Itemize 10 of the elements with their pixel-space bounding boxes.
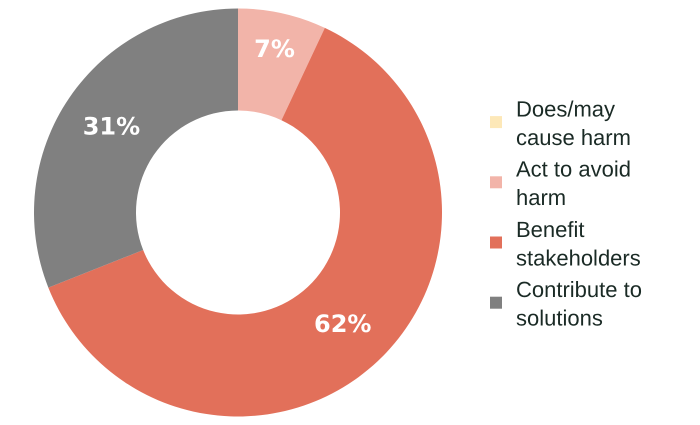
donut-slice (48, 28, 442, 416)
legend-label: Does/may cause harm (516, 96, 631, 150)
data-label: 7% (254, 35, 295, 64)
donut-slice (34, 8, 238, 288)
data-label: 31% (82, 112, 140, 140)
data-label: 62% (314, 310, 372, 338)
donut-slice (238, 8, 325, 120)
legend-label: Act to avoid harm (516, 156, 631, 210)
legend-label: Contribute to solutions (516, 276, 642, 331)
legend-label: Benefit stakeholders (516, 216, 641, 270)
